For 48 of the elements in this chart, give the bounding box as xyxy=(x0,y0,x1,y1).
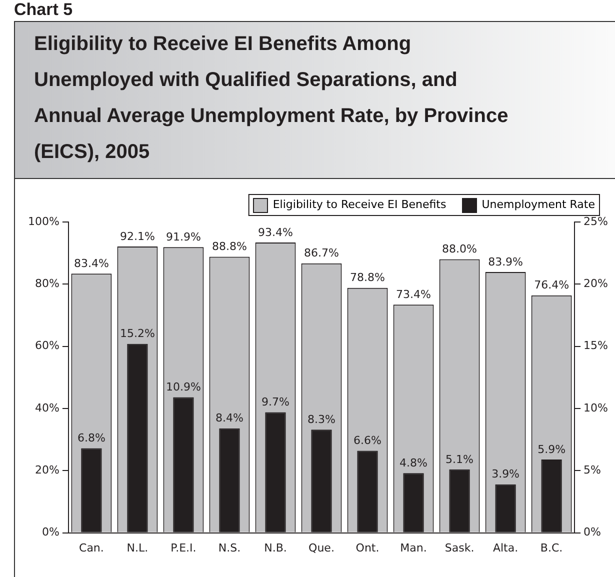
data-label: 5.9% xyxy=(538,442,566,456)
x-tick-label: Sask. xyxy=(444,541,474,554)
y2-tick-label: 15% xyxy=(584,339,608,352)
y-tick-label: 0% xyxy=(42,526,60,539)
x-tick-label: N.L. xyxy=(126,541,148,554)
data-label: 91.9% xyxy=(166,230,201,244)
data-label: 93.4% xyxy=(258,226,293,239)
data-label: 15.2% xyxy=(120,327,155,340)
y2-tick-label: 5% xyxy=(584,464,602,476)
data-label: 5.1% xyxy=(446,452,474,466)
legend-label: Eligibility to Receive EI Benefits xyxy=(272,198,446,211)
data-label: 88.0% xyxy=(442,242,478,256)
y2-tick-label: 10% xyxy=(584,401,608,414)
x-tick-label: Alta. xyxy=(492,541,518,554)
x-tick-label: N.B. xyxy=(264,541,287,554)
y2-tick-label: 25% xyxy=(584,214,608,228)
data-label: 83.4% xyxy=(74,256,109,270)
x-tick-label: P.E.I. xyxy=(170,541,196,554)
y-tick-label: 60% xyxy=(34,339,60,352)
x-tick-label: B.C. xyxy=(540,541,563,554)
data-label: 88.8% xyxy=(212,240,247,254)
y-tick-label: 20% xyxy=(34,464,60,476)
data-label: 8.3% xyxy=(308,412,336,426)
y-tick-label: 40% xyxy=(34,401,60,414)
data-label: 3.9% xyxy=(492,468,520,481)
x-tick-label: Ont. xyxy=(356,541,380,554)
y-tick-label: 80% xyxy=(34,277,60,290)
data-label: 10.9% xyxy=(166,380,201,394)
data-label: 86.7% xyxy=(304,246,339,260)
y-tick-label: 100% xyxy=(28,214,60,228)
data-label: 78.8% xyxy=(350,271,385,284)
data-label: 73.4% xyxy=(396,288,431,302)
caption: Chart 5 xyxy=(14,0,73,19)
data-label: 83.9% xyxy=(488,255,524,268)
data-label: 76.4% xyxy=(534,278,570,292)
y2-tick-label: 20% xyxy=(584,277,608,290)
data-label: 92.1% xyxy=(120,230,155,243)
x-tick-label: Can. xyxy=(79,541,104,554)
x-tick-label: Que. xyxy=(308,541,334,554)
data-label: 6.8% xyxy=(77,432,106,445)
data-label: 8.4% xyxy=(216,412,244,425)
x-tick-label: Man. xyxy=(400,541,427,554)
y2-tick-label: 0% xyxy=(584,526,602,539)
data-label: 9.7% xyxy=(262,396,290,409)
legend-label: Unemployment Rate xyxy=(482,198,596,211)
data-label: 4.8% xyxy=(400,456,428,470)
data-label: 6.6% xyxy=(354,434,382,448)
x-tick-label: N.S. xyxy=(218,541,241,554)
